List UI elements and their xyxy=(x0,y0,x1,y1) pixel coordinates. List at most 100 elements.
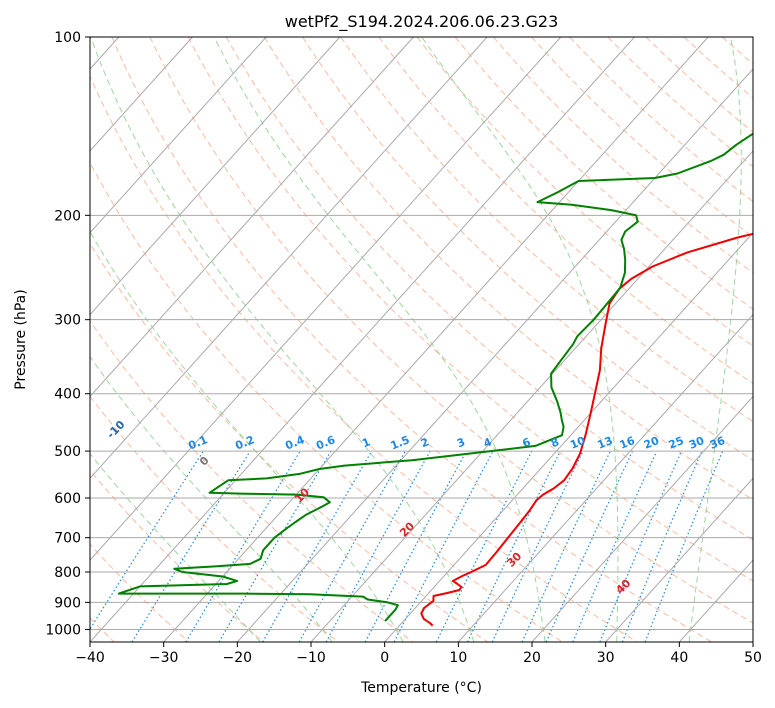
x-tick-label: 0 xyxy=(380,650,389,666)
mixing-ratio-label: 36 xyxy=(708,434,727,452)
dry-adiabat xyxy=(90,395,339,642)
dry-adiabat xyxy=(90,242,488,642)
moist-adiabat xyxy=(688,37,742,642)
dry-adiabat xyxy=(378,37,753,384)
mixing-ratio-label: 30 xyxy=(687,434,706,452)
isotherm xyxy=(531,395,753,642)
y-tick-label: 1000 xyxy=(45,622,81,638)
dry-adiabat xyxy=(90,161,563,642)
mixing-ratio-label: 0.2 xyxy=(233,433,256,452)
mixing-ratio-label: 16 xyxy=(618,434,637,452)
isotherm xyxy=(678,559,753,642)
mixing-ratio-line xyxy=(262,450,373,642)
y-tick-label: 300 xyxy=(54,313,81,329)
dry-adiabat xyxy=(416,37,753,347)
x-axis-ticks: −40 −30 −20 −10 0 10 20 30 40 50 xyxy=(75,642,762,666)
isotherm xyxy=(90,37,562,561)
y-tick-label: 600 xyxy=(54,491,81,507)
mixing-ratio-label: 10 xyxy=(568,434,587,452)
mixing-ratio-line xyxy=(521,450,611,642)
dry-adiabat-label: 20 xyxy=(397,519,417,539)
mixing-ratio-label: 2 xyxy=(419,435,431,450)
x-tick-label: 50 xyxy=(744,650,762,666)
y-axis-label: Pressure (hPa) xyxy=(13,289,29,389)
isotherm xyxy=(90,37,341,316)
dry-adiabat-label: 10 xyxy=(292,485,312,505)
dry-adiabat xyxy=(111,37,712,642)
dry-adiabat xyxy=(90,75,638,642)
y-tick-label: 500 xyxy=(54,444,81,460)
mixing-ratio-line xyxy=(325,450,431,642)
dry-adiabat xyxy=(493,37,753,274)
x-tick-label: −20 xyxy=(223,650,253,666)
dry-adiabat xyxy=(264,37,753,501)
dry-adiabat-label: 30 xyxy=(504,549,524,569)
dry-adiabat xyxy=(340,37,753,423)
dry-adiabat xyxy=(454,37,753,310)
isotherm xyxy=(384,231,753,642)
moist-adiabat xyxy=(90,37,475,642)
mixing-ratio-line xyxy=(466,450,561,642)
dry-adiabat xyxy=(90,469,264,642)
x-tick-label: −30 xyxy=(149,650,179,666)
dry-adiabat xyxy=(149,37,753,624)
x-tick-label: 30 xyxy=(597,650,615,666)
dewpoint-line xyxy=(117,132,753,622)
moist-adiabat xyxy=(90,355,333,642)
isotherm xyxy=(90,37,414,398)
y-tick-label: 200 xyxy=(54,208,81,224)
isotherm xyxy=(90,37,635,642)
isotherm xyxy=(310,150,753,642)
temperature-line xyxy=(420,232,753,627)
mixing-ratio-label: 20 xyxy=(642,434,661,452)
mixing-ratio-line xyxy=(621,450,703,642)
dry-adiabat xyxy=(645,37,753,133)
mixing-ratio-line xyxy=(298,450,406,642)
x-tick-label: 20 xyxy=(523,650,541,666)
adiabat-labels: 0.1 0.2 0.4 0.6 1 1.5 2 3 4 6 8 10 13 16 20 25 30 36-1001… xyxy=(104,418,727,597)
moist-adiabat xyxy=(90,230,404,642)
dry-adiabat xyxy=(607,37,753,168)
mixing-ratio-line xyxy=(644,450,724,642)
dry-adiabat xyxy=(90,320,414,642)
dry-adiabat xyxy=(569,37,753,203)
isotherm xyxy=(457,313,753,642)
plot-frame xyxy=(89,36,754,643)
isotherm xyxy=(236,68,753,642)
mixing-ratio-label: 8 xyxy=(549,435,561,450)
isotherm xyxy=(90,37,488,480)
chart-title: wetPf2_S194.2024.206.06.23.G23 xyxy=(285,12,559,32)
x-tick-label: −10 xyxy=(296,650,326,666)
moist-adiabat xyxy=(213,37,546,642)
mixing-ratio-line xyxy=(364,450,467,642)
mixing-ratio-line xyxy=(90,450,204,631)
x-tick-label: 40 xyxy=(670,650,688,666)
mixing-ratio-label: 3 xyxy=(455,435,467,450)
moist-adiabat xyxy=(90,452,261,642)
mixing-ratio-label: 1.5 xyxy=(389,433,412,452)
mixing-ratio-line xyxy=(435,450,533,642)
mixing-ratio-label: 1 xyxy=(360,435,372,450)
x-axis-label: Temperature (°C) xyxy=(360,680,482,696)
y-axis-ticks: 100 200 300 400 500 600 700 800 900 1000 xyxy=(45,30,90,638)
gridlines xyxy=(90,37,753,642)
dry-adiabat xyxy=(225,37,753,541)
isotherm xyxy=(752,641,753,642)
dry-adiabat xyxy=(683,37,753,99)
mixing-ratio-line xyxy=(491,450,584,642)
y-tick-label: 100 xyxy=(54,30,81,46)
isotherm xyxy=(605,477,753,642)
isotherm xyxy=(90,37,193,152)
isotherm xyxy=(163,37,709,642)
dry-adiabat xyxy=(187,37,753,582)
y-tick-label: 800 xyxy=(54,565,81,581)
dry-adiabat-label: 40 xyxy=(613,576,633,596)
dry-adiabat xyxy=(761,37,775,642)
x-tick-label: 10 xyxy=(449,650,467,666)
profiles xyxy=(117,132,753,627)
moist-adiabat xyxy=(421,37,619,642)
mixing-ratio-label: 0.4 xyxy=(283,433,306,452)
dry-adiabat xyxy=(531,37,753,238)
mixing-ratio-label: 13 xyxy=(596,434,615,452)
